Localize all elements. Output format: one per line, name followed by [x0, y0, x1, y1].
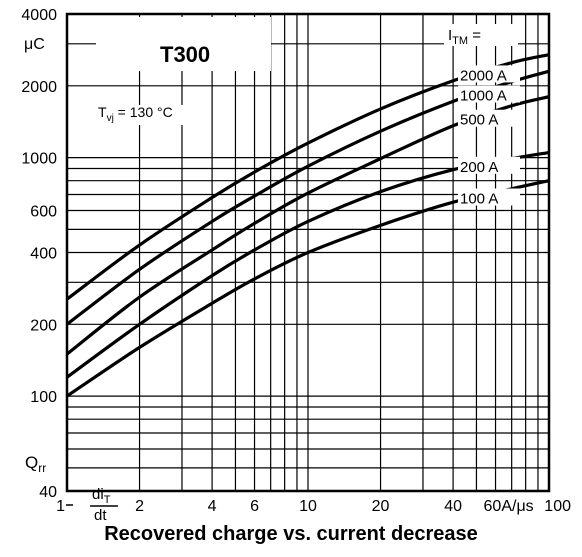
condition-symbol: T — [98, 104, 107, 120]
x-tick-label: 2 — [135, 498, 144, 515]
series-label: 100 A — [460, 191, 498, 208]
series-label: 500 A — [460, 112, 498, 129]
x-label: diT dt — [90, 486, 118, 520]
condition-subscript: vj — [107, 113, 114, 124]
x-tick-label: 100 — [544, 498, 571, 515]
series-label-bg — [458, 65, 520, 83]
condition-label: Tvj = 130 °C — [98, 104, 173, 124]
y-tick-label: 100 — [30, 389, 57, 406]
legend-title-symbol: I — [448, 27, 452, 44]
x-tick-label: 40 — [444, 498, 462, 515]
tick-labels: 40 100 200 400 600 1000 2000 4000 1 2 4 6 10 20 40 60A/… — [21, 7, 571, 515]
series-label: 1000 A — [460, 88, 507, 105]
condition-value: = 130 °C — [114, 104, 173, 120]
x-tick-label: 60A/μs — [484, 498, 534, 515]
series-label-bg — [458, 85, 520, 103]
y-tick-label: 200 — [30, 317, 57, 334]
series-label-bg — [458, 156, 520, 174]
device-label: T300 — [160, 42, 210, 67]
x-label-num-subscript: T — [104, 494, 111, 506]
condition-box — [94, 105, 202, 125]
y-tick-label: 4000 — [21, 7, 57, 24]
x-tick-label: 4 — [208, 498, 217, 515]
device-label-box — [96, 17, 271, 71]
legend-title-box — [444, 24, 518, 46]
series-label: 2000 A — [460, 67, 507, 84]
legend-title: ITM = — [448, 27, 481, 47]
legend-title-suffix: = — [468, 27, 481, 44]
x-tick-label: 10 — [299, 498, 317, 515]
chart: T300 Tvj = 130 °C ITM = 2000 A 1000 A 500 … — [21, 7, 571, 520]
x-label-numerator: diT — [92, 486, 111, 506]
y-label-subscript: rr — [38, 461, 46, 475]
series-label: 200 A — [460, 159, 498, 176]
legend-title-subscript: TM — [452, 35, 468, 47]
series-label-bg — [458, 109, 520, 127]
series-labels: 2000 A 1000 A 500 A 200 A 100 A — [458, 65, 520, 208]
y-tick-label: 2000 — [21, 79, 57, 96]
y-tick-label: 400 — [30, 246, 57, 263]
y-label-symbol: Q — [25, 453, 38, 472]
chart-caption: Recovered charge vs. current decrease — [104, 523, 478, 545]
x-tick-label: 1 — [56, 498, 65, 515]
x-label-denominator: dt — [94, 507, 107, 520]
series-label-bg — [458, 188, 520, 206]
y-tick-label: 40 — [39, 484, 57, 501]
y-tick-label: 600 — [30, 204, 57, 221]
y-unit: μC — [24, 36, 45, 53]
x-tick-label: 6 — [250, 498, 259, 515]
y-tick-label: 1000 — [21, 151, 57, 168]
plot-frame — [65, 12, 551, 493]
y-label-box — [22, 450, 52, 476]
x-label-num-symbol: di — [92, 486, 104, 503]
x-tick-label: 20 — [372, 498, 390, 515]
y-label: Qrr — [25, 453, 46, 475]
